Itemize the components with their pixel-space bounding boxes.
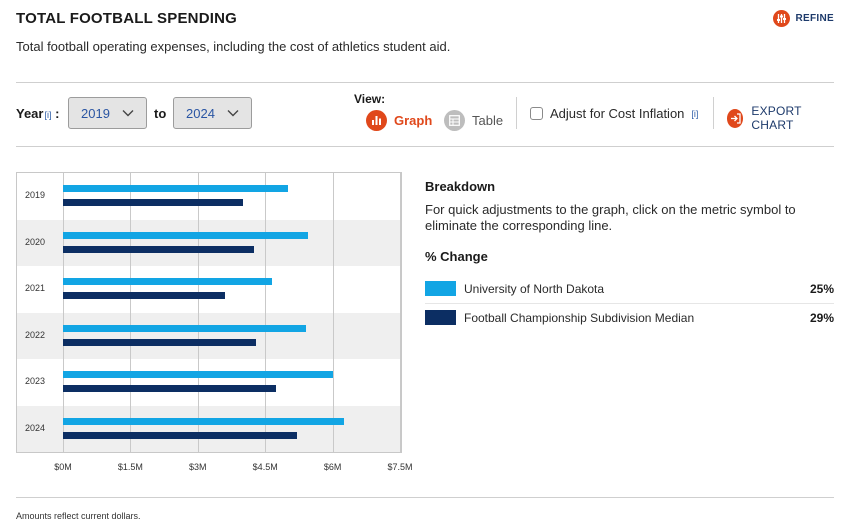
legend-row-und[interactable]: University of North Dakota 25% (425, 281, 834, 297)
x-tick-label: $4.5M (252, 462, 278, 472)
und-bar[interactable] (63, 185, 288, 192)
footnote: Amounts reflect current dollars. (16, 511, 141, 521)
table-icon (444, 110, 465, 131)
legend-label: University of North Dakota (464, 282, 605, 296)
und-metric-swatch[interactable] (425, 281, 456, 296)
from-year-select[interactable]: 2019 (68, 97, 147, 129)
export-icon (727, 108, 744, 128)
export-chart-button[interactable]: EXPORT CHART (727, 104, 834, 132)
year-info-icon[interactable]: [i] (44, 110, 52, 120)
fcs-median-bar[interactable] (63, 385, 277, 392)
divider (16, 146, 834, 147)
divider (516, 97, 517, 129)
und-bar[interactable] (63, 278, 272, 285)
divider (425, 303, 834, 304)
breakdown-title: Breakdown (425, 179, 496, 194)
adjust-info-icon[interactable]: [i] (691, 108, 699, 119)
divider (16, 497, 834, 498)
refine-button[interactable]: REFINE (772, 10, 834, 27)
chevron-down-icon (122, 110, 134, 117)
fcs-median-bar[interactable] (63, 245, 254, 253)
year-label: Year[i] : (16, 106, 60, 121)
from-year-value: 2019 (81, 105, 110, 121)
gridline (332, 173, 334, 452)
y-tick-label: 2023 (25, 376, 46, 386)
und-bar[interactable] (63, 231, 308, 239)
fcs-median-bar[interactable] (63, 199, 243, 206)
spending-bar-chart: 2019 2020 2021 2022 2023 2024 (16, 172, 402, 453)
gridline (197, 173, 199, 452)
view-label: View: (354, 92, 386, 106)
chart-row-band (17, 266, 401, 313)
to-year-select[interactable]: 2024 (173, 97, 252, 129)
refine-label: REFINE (795, 13, 834, 24)
view-table-toggle[interactable]: Table (444, 110, 503, 131)
divider (16, 82, 834, 83)
x-tick-label: $0M (54, 462, 72, 472)
breakdown-text: For quick adjustments to the graph, clic… (425, 202, 796, 233)
sliders-icon (772, 10, 790, 27)
adjust-inflation-label: Adjust for Cost Inflation (550, 106, 685, 121)
view-graph-toggle[interactable]: Graph (366, 110, 432, 131)
chart-row-band (17, 405, 401, 452)
view-graph-label: Graph (394, 113, 433, 128)
legend-row-fcs-median[interactable]: Football Championship Subdivision Median… (425, 310, 834, 326)
fcs-median-bar[interactable] (63, 338, 257, 346)
y-tick-label: 2024 (25, 422, 46, 433)
adjust-inflation-checkbox[interactable] (530, 107, 543, 120)
gridline (63, 173, 64, 452)
percent-change-title: % Change (425, 249, 488, 264)
percent-change-value: 29% (809, 311, 834, 325)
divider (713, 97, 714, 129)
fcs-metric-swatch[interactable] (425, 310, 456, 325)
gridline (130, 173, 132, 452)
und-bar[interactable] (63, 324, 306, 332)
und-bar[interactable] (63, 371, 333, 378)
page-subtitle: Total football operating expenses, inclu… (16, 39, 451, 54)
y-tick-label: 2022 (25, 329, 46, 340)
to-year-value: 2024 (186, 105, 215, 121)
x-tick-label: $6M (323, 462, 342, 472)
y-tick-label: 2019 (25, 190, 46, 200)
chart-row-band (17, 219, 401, 266)
legend-label: Football Championship Subdivision Median (464, 311, 695, 325)
bar-chart-icon (366, 110, 387, 131)
to-label: to (154, 106, 167, 121)
fcs-median-bar[interactable] (63, 292, 225, 299)
gridline (400, 173, 401, 452)
x-tick-label: $3M (189, 462, 207, 472)
percent-change-value: 25% (809, 282, 834, 296)
page-title: TOTAL FOOTBALL SPENDING (16, 10, 237, 27)
adjust-inflation-toggle[interactable]: Adjust for Cost Inflation [i] (530, 106, 698, 121)
export-chart-label: EXPORT CHART (751, 104, 802, 132)
chart-row-band (17, 359, 401, 406)
x-tick-label: $7.5M (387, 462, 413, 472)
chart-row-band (17, 312, 401, 359)
und-bar[interactable] (63, 417, 344, 425)
chart-controls: Year[i] : 2019 to 2024 View: Graph Table… (16, 92, 834, 132)
chart-row-band (17, 173, 401, 220)
fcs-median-bar[interactable] (63, 431, 297, 439)
view-table-label: Table (472, 113, 504, 128)
chevron-down-icon (227, 110, 239, 117)
y-tick-label: 2020 (25, 236, 46, 247)
gridline (265, 173, 267, 452)
x-tick-label: $1.5M (117, 462, 143, 472)
y-tick-label: 2021 (25, 283, 46, 293)
